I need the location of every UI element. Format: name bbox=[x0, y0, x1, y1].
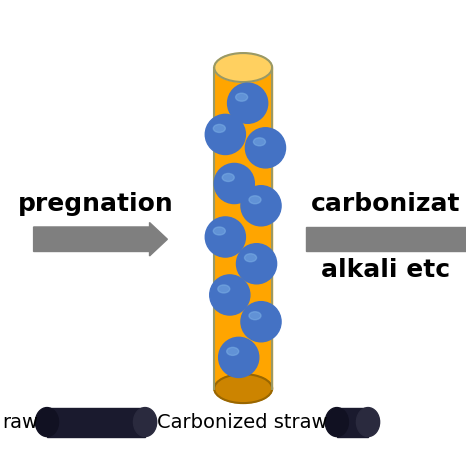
Text: carbonizat: carbonizat bbox=[311, 191, 461, 216]
Bar bbox=[337, 408, 368, 437]
Ellipse shape bbox=[210, 275, 250, 315]
Ellipse shape bbox=[214, 53, 272, 82]
Ellipse shape bbox=[236, 93, 247, 101]
Ellipse shape bbox=[36, 408, 59, 437]
Bar bbox=[214, 68, 272, 389]
Ellipse shape bbox=[214, 164, 255, 203]
Ellipse shape bbox=[134, 408, 157, 437]
Ellipse shape bbox=[241, 186, 281, 226]
Ellipse shape bbox=[228, 83, 268, 123]
Text: Carbonized straw: Carbonized straw bbox=[157, 412, 328, 431]
Ellipse shape bbox=[254, 138, 265, 146]
Text: raw: raw bbox=[2, 412, 38, 431]
Ellipse shape bbox=[205, 217, 246, 257]
Ellipse shape bbox=[241, 301, 281, 342]
Ellipse shape bbox=[218, 285, 230, 293]
Text: alkali etc: alkali etc bbox=[321, 258, 450, 283]
FancyArrow shape bbox=[306, 227, 466, 252]
Ellipse shape bbox=[213, 227, 225, 235]
Ellipse shape bbox=[246, 128, 285, 168]
Ellipse shape bbox=[219, 337, 259, 377]
FancyArrow shape bbox=[34, 222, 167, 256]
Ellipse shape bbox=[227, 347, 239, 356]
Ellipse shape bbox=[356, 408, 380, 437]
Ellipse shape bbox=[325, 408, 348, 437]
Ellipse shape bbox=[249, 196, 261, 204]
Ellipse shape bbox=[222, 173, 234, 182]
Ellipse shape bbox=[213, 124, 225, 132]
Text: pregnation: pregnation bbox=[18, 191, 174, 216]
Ellipse shape bbox=[205, 114, 246, 155]
Ellipse shape bbox=[214, 374, 272, 403]
Ellipse shape bbox=[245, 254, 256, 262]
Bar bbox=[47, 408, 145, 437]
Ellipse shape bbox=[249, 312, 261, 320]
Ellipse shape bbox=[237, 244, 277, 284]
